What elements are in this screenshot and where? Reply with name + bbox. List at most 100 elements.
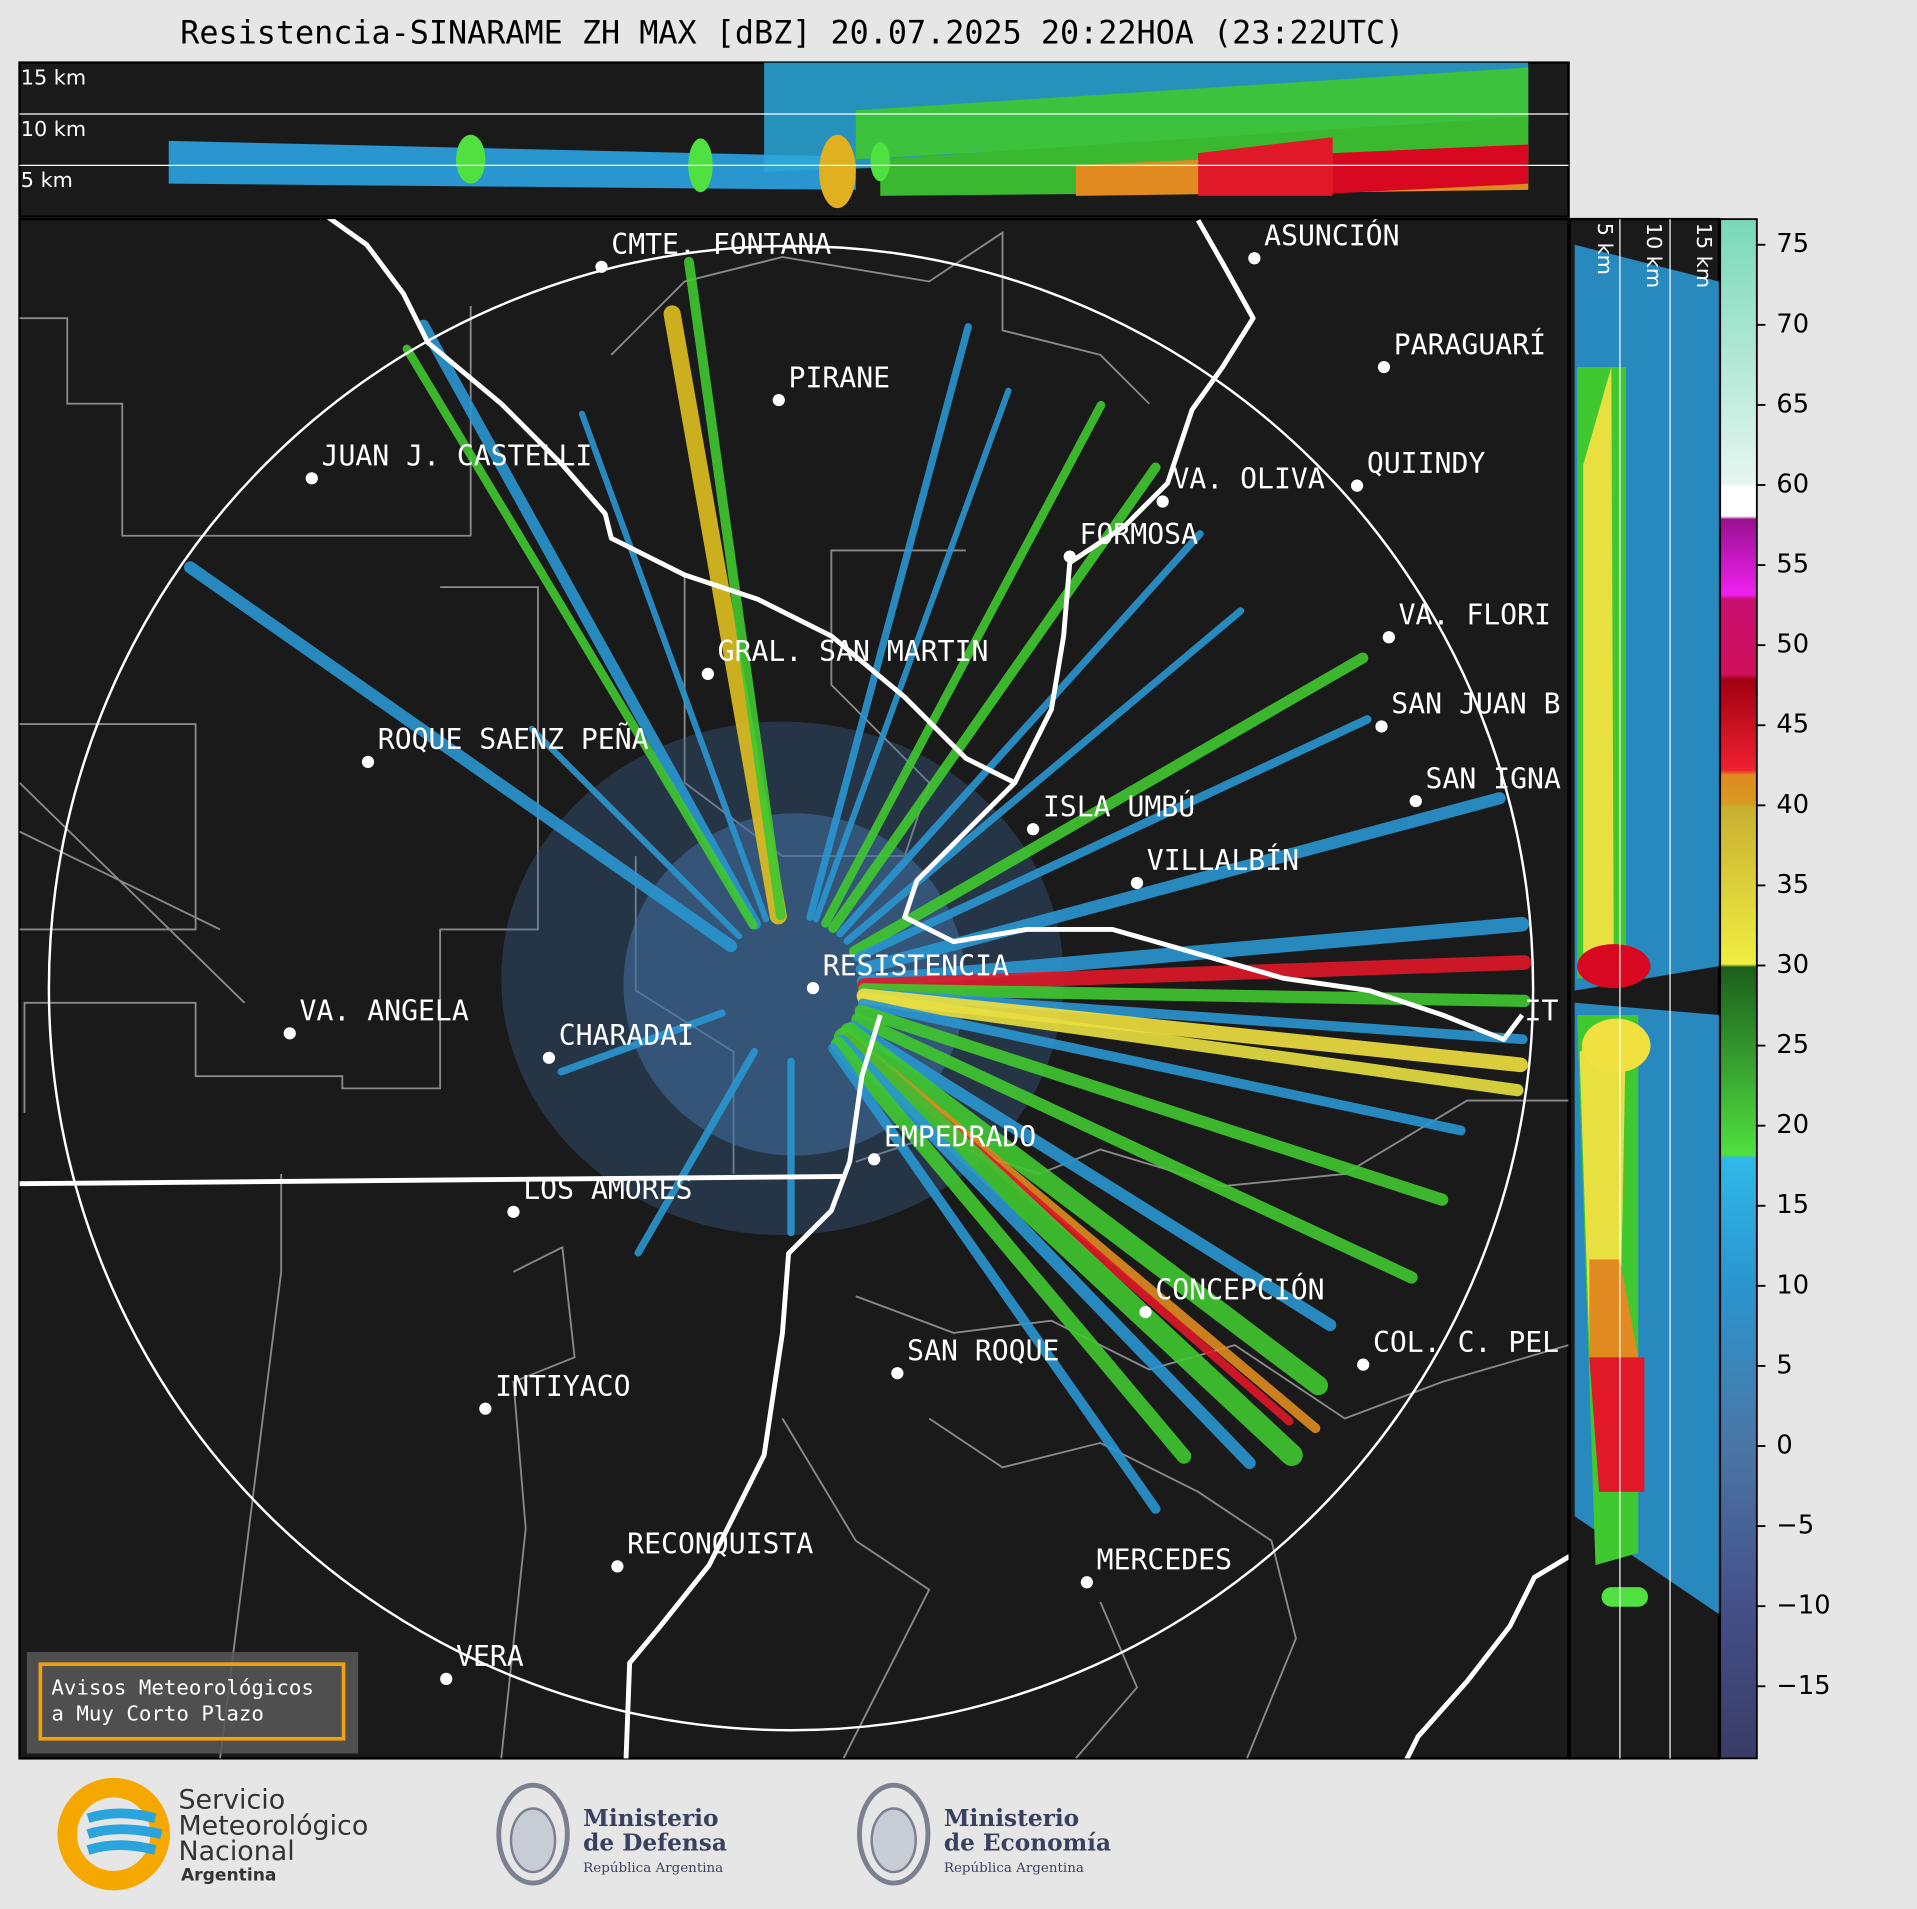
city-label: SAN IGNA	[1426, 762, 1561, 795]
colorbar-tick-label: 20	[1776, 1110, 1809, 1140]
ray	[835, 1034, 1256, 1470]
logo-text: Ministerio	[583, 1805, 718, 1832]
logo-text: Ministerio	[944, 1805, 1079, 1832]
notice-text: Avisos Meteorológicos	[51, 1676, 314, 1700]
colorbar-tick-label: 65	[1776, 389, 1809, 419]
city-marker	[595, 260, 608, 273]
city-label: QUIINDY	[1367, 447, 1486, 480]
colorbar-tick-label: −10	[1776, 1591, 1830, 1621]
ray	[857, 998, 1466, 1136]
city-label: RESISTENCIA	[823, 949, 1009, 982]
colorbar-tick-label: 25	[1776, 1030, 1809, 1060]
notice-box	[38, 1662, 346, 1741]
ray	[830, 1036, 1192, 1464]
city-label: MERCEDES	[1097, 1544, 1232, 1577]
colorbar-tick-label: 0	[1776, 1431, 1792, 1461]
city-label: IT	[1525, 995, 1559, 1028]
city-label: VA. FLORI	[1399, 598, 1551, 631]
height-label: 10 km	[21, 117, 86, 141]
defensa-logo: Ministerio de Defensa República Argentin…	[496, 1782, 727, 1886]
ray	[184, 561, 738, 953]
logo-text: de Economía	[944, 1829, 1111, 1856]
logo-text: de Defensa	[583, 1829, 727, 1856]
city-marker	[1139, 1305, 1152, 1319]
city-marker	[1350, 479, 1364, 492]
city-label: ISLA UMBÚ	[1043, 789, 1195, 823]
ray	[854, 1004, 1449, 1206]
city-label: COL. C. PEL	[1373, 1326, 1559, 1359]
ray	[839, 1022, 1329, 1396]
cities: CMTE. FONTANA ASUNCIÓN PIRANE PARAGUARÍ JUAN…	[283, 218, 1561, 1685]
colorbar-tick-label: 75	[1776, 229, 1809, 259]
ray	[663, 305, 787, 925]
colorbar	[1719, 218, 1758, 1760]
logo-text: Servicio	[178, 1785, 285, 1816]
city-label: VA. ANGELA	[300, 995, 469, 1028]
height-label: 5 km	[1593, 223, 1617, 275]
city-marker	[283, 1027, 296, 1040]
colorbar-tick-label: 35	[1776, 870, 1809, 900]
city-marker	[507, 1205, 520, 1218]
range-ring	[47, 244, 1535, 1732]
city-marker	[772, 393, 785, 407]
ray	[828, 1043, 1161, 1514]
ray	[684, 256, 786, 921]
city-label: VERA	[456, 1640, 524, 1673]
height-label: 10 km	[1642, 223, 1666, 288]
city-label: JUAN J. CASTELLI	[322, 440, 593, 473]
map-layer: CMTE. FONTANA ASUNCIÓN PIRANE PARAGUARÍ JUAN…	[19, 218, 1569, 1759]
city-label: SAN JUAN B	[1391, 688, 1560, 721]
city-label: PARAGUARÍ	[1394, 327, 1546, 361]
rivers	[19, 219, 1569, 1759]
city-label: VA. OLIVA	[1172, 463, 1324, 496]
colorbar-tick-label: −5	[1776, 1511, 1814, 1541]
city-label: FORMOSA	[1080, 518, 1199, 551]
ray	[856, 955, 1532, 993]
logo-text: República Argentina	[583, 1861, 723, 1876]
city-label: INTIYACO	[495, 1370, 630, 1403]
logo-text: Argentina	[181, 1866, 276, 1886]
city-marker	[1063, 550, 1076, 563]
city-label: CHARADAI	[559, 1019, 694, 1052]
title: Resistencia-SINARAME ZH MAX [dBZ] 20.07.…	[180, 16, 1404, 52]
colorbar-tick-label: 70	[1776, 309, 1809, 339]
colorbar-tick-label: 5	[1776, 1350, 1792, 1380]
city-marker	[611, 1560, 624, 1573]
ray	[634, 1047, 758, 1257]
city-marker	[361, 755, 375, 769]
city-label: LOS AMORES	[523, 1173, 692, 1206]
notice-bg	[26, 1651, 359, 1754]
city-marker	[1156, 495, 1169, 508]
city-marker	[305, 472, 318, 485]
city-marker	[440, 1672, 453, 1685]
city-marker	[1377, 360, 1391, 374]
economia-logo: Ministerio de Economía República Argenti…	[857, 1782, 1111, 1886]
logo-text: República Argentina	[944, 1861, 1084, 1876]
city-label: PIRANE	[789, 361, 891, 394]
logo-text: Nacional	[178, 1836, 294, 1867]
city-marker	[1248, 252, 1261, 265]
city-label: CMTE. FONTANA	[611, 228, 831, 261]
city-label: GRAL. SAN MARTIN	[718, 635, 989, 668]
city-marker	[1130, 876, 1144, 890]
city-marker	[891, 1367, 904, 1380]
ray	[813, 387, 1012, 923]
ray	[806, 323, 972, 921]
ray	[849, 652, 1369, 957]
city-label: CONCEPCIÓN	[1155, 1272, 1324, 1306]
smn-logo: Servicio Meteorológico Nacional Argentin…	[57, 1777, 368, 1891]
ray	[578, 410, 769, 923]
ray	[857, 992, 1524, 1097]
city-marker	[1375, 720, 1388, 733]
ray	[847, 1020, 1337, 1332]
ray	[557, 1009, 726, 1076]
ray	[821, 400, 1106, 928]
colorbar-tick-label: 45	[1776, 710, 1809, 740]
ray	[402, 344, 758, 930]
ray	[856, 988, 1528, 1073]
city-marker	[806, 982, 820, 995]
city-label: SAN ROQUE	[907, 1334, 1059, 1367]
city-label: ASUNCIÓN	[1264, 218, 1399, 252]
